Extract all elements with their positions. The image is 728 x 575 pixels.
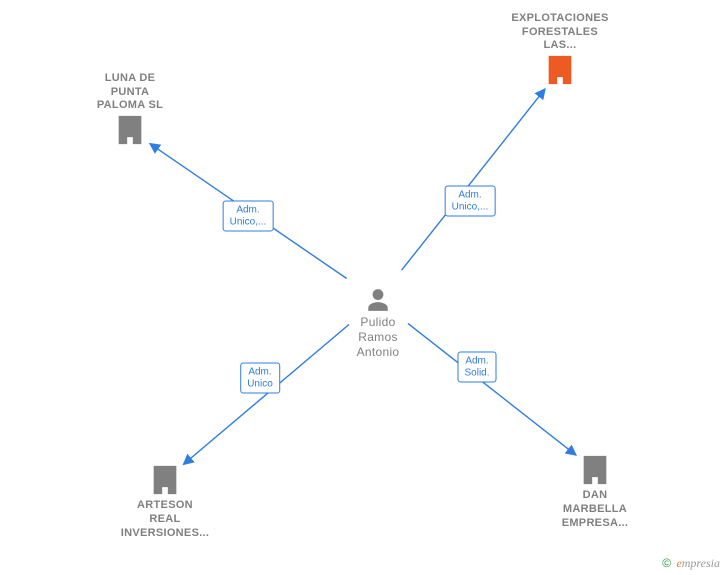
building-icon <box>578 453 612 487</box>
node-label: DANMARBELLAEMPRESA... <box>562 489 629 530</box>
watermark: © empresia <box>662 556 720 571</box>
edge-label[interactable]: Adm.Unico <box>240 363 280 394</box>
node-label: ARTESONREALINVERSIONES... <box>121 499 210 540</box>
node-label: PulidoRamosAntonio <box>357 315 400 360</box>
node-n1[interactable]: LUNA DEPUNTAPALOMA SL <box>97 70 163 147</box>
edge <box>408 323 576 455</box>
node-n4[interactable]: DANMARBELLAEMPRESA... <box>562 453 629 530</box>
node-n3[interactable]: ARTESONREALINVERSIONES... <box>121 463 210 540</box>
building-icon <box>113 113 147 147</box>
edge-label[interactable]: Adm.Unico,... <box>223 201 274 232</box>
building-icon <box>148 463 182 497</box>
building-icon <box>543 53 577 87</box>
node-n2[interactable]: EXPLOTACIONESFORESTALESLAS... <box>511 10 608 87</box>
node-label: EXPLOTACIONESFORESTALESLAS... <box>511 12 608 53</box>
node-label: LUNA DEPUNTAPALOMA SL <box>97 72 163 113</box>
edge-label[interactable]: Adm.Unico,... <box>445 186 496 217</box>
edge <box>402 89 546 270</box>
person-icon <box>365 287 391 313</box>
copyright-symbol: © <box>662 556 671 570</box>
edge-label[interactable]: Adm.Solid. <box>457 352 496 383</box>
center-node[interactable]: PulidoRamosAntonio <box>357 287 400 360</box>
edge <box>183 325 349 465</box>
diagram-canvas: PulidoRamosAntonioLUNA DEPUNTAPALOMA SL … <box>0 0 728 575</box>
brand-rest: mpresia <box>682 556 720 570</box>
